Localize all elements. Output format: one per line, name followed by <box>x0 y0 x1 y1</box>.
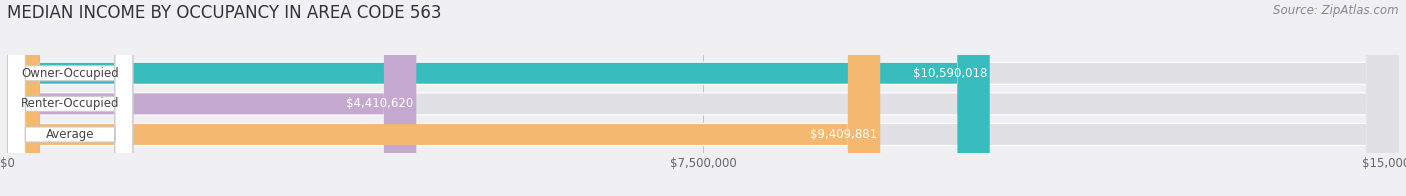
FancyBboxPatch shape <box>7 0 990 196</box>
FancyBboxPatch shape <box>7 0 1399 196</box>
FancyBboxPatch shape <box>7 0 1399 196</box>
FancyBboxPatch shape <box>7 0 132 196</box>
Text: $4,410,620: $4,410,620 <box>346 97 413 110</box>
Text: Renter-Occupied: Renter-Occupied <box>21 97 120 110</box>
FancyBboxPatch shape <box>7 0 132 196</box>
FancyBboxPatch shape <box>7 0 132 196</box>
Text: Owner-Occupied: Owner-Occupied <box>21 67 120 80</box>
FancyBboxPatch shape <box>7 0 416 196</box>
Text: $10,590,018: $10,590,018 <box>912 67 987 80</box>
FancyBboxPatch shape <box>7 0 880 196</box>
Text: $9,409,881: $9,409,881 <box>810 128 877 141</box>
FancyBboxPatch shape <box>7 0 1399 196</box>
FancyBboxPatch shape <box>7 0 1399 196</box>
Text: Source: ZipAtlas.com: Source: ZipAtlas.com <box>1274 4 1399 17</box>
FancyBboxPatch shape <box>7 0 1399 196</box>
Text: MEDIAN INCOME BY OCCUPANCY IN AREA CODE 563: MEDIAN INCOME BY OCCUPANCY IN AREA CODE … <box>7 4 441 22</box>
Text: Average: Average <box>46 128 94 141</box>
FancyBboxPatch shape <box>7 0 1399 196</box>
